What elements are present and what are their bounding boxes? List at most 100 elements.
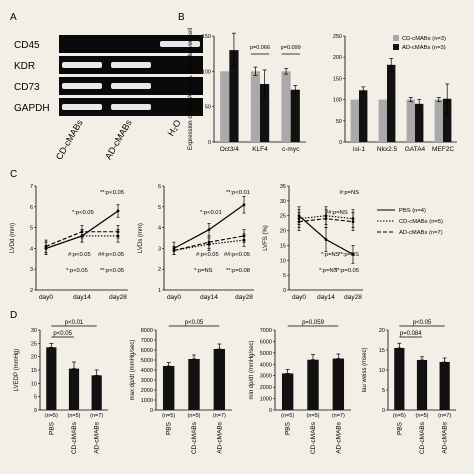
bar bbox=[188, 359, 200, 410]
count-label: (n=5) bbox=[68, 413, 81, 419]
panel-label-b: B bbox=[178, 12, 185, 23]
x-tick-label: CD-cMABs bbox=[191, 421, 198, 454]
chart-d4: 0 5 10 15 20 tau weiss (msec) (n=5) PBS (n=5) CD-… bbox=[362, 320, 456, 454]
gel-row-label: CD45 bbox=[14, 40, 40, 51]
y-tick-label: 8000 bbox=[141, 328, 153, 334]
bar bbox=[220, 71, 230, 142]
y-tick-label: 20 bbox=[379, 328, 385, 334]
bar bbox=[350, 99, 359, 142]
x-tick-label: day28 bbox=[344, 294, 362, 301]
y-tick-label: 5000 bbox=[260, 351, 272, 357]
y-tick-label: 2 bbox=[30, 288, 33, 294]
y-tick-label: 3000 bbox=[141, 378, 153, 384]
y-tick-label: 4000 bbox=[141, 368, 153, 374]
chart-b1: 0 50 100 150 Expression of mRNA (%) vs. chil… bbox=[188, 28, 306, 153]
x-tick-label: AD-cMABs bbox=[94, 421, 101, 454]
x-tick-label: AD-cMABs bbox=[216, 421, 223, 454]
y-tick-label: 100 bbox=[333, 98, 342, 104]
count-label: (n=7) bbox=[438, 413, 451, 419]
chart-d3: 0 1000 2000 3000 4000 5000 6000 7000 min dp/dt (… bbox=[249, 320, 351, 454]
count-label: (n=5) bbox=[188, 413, 201, 419]
bar bbox=[332, 358, 345, 410]
significance-label: #:p=NS bbox=[340, 190, 360, 196]
x-tick-label: AD-cMABs bbox=[335, 421, 342, 454]
y-tick-label: 100 bbox=[202, 69, 211, 75]
y-tick-label: 25 bbox=[31, 341, 37, 347]
legend-label: CD-cMABs (n=5) bbox=[399, 219, 443, 225]
x-tick-label: KLF4 bbox=[252, 146, 268, 153]
y-tick-label: 0 bbox=[150, 408, 153, 414]
chart-c3: 0 5 10 15 20 25 30 35 LVFS (%) day0 day14 day28 #:p=… bbox=[263, 184, 443, 301]
significance-label: *:p=NS bbox=[321, 252, 340, 258]
chart-c2: 1 2 3 4 5 6 LVDs (mm) day0 day14 day28 **:p<0.01 *:… bbox=[138, 184, 254, 301]
data-point bbox=[351, 252, 355, 256]
count-label: (n=7) bbox=[213, 413, 226, 419]
y-tick-label: 30 bbox=[31, 328, 37, 334]
bar bbox=[415, 103, 424, 142]
bar bbox=[434, 99, 443, 142]
y-tick-label: 7 bbox=[30, 184, 33, 190]
y-tick-label: 4 bbox=[158, 226, 161, 232]
significance-label: #:p<0.05 bbox=[196, 252, 219, 258]
significance-label: *:p=NS bbox=[319, 268, 338, 274]
count-label: (n=5) bbox=[281, 413, 294, 419]
bar bbox=[378, 99, 387, 142]
y-tick-label: 2 bbox=[158, 267, 161, 273]
y-axis-label: LVEDP (mmHg) bbox=[14, 349, 20, 391]
bar bbox=[443, 98, 452, 142]
bar bbox=[307, 359, 319, 410]
y-tick-label: 3 bbox=[30, 267, 33, 273]
count-label: (n=5) bbox=[45, 413, 58, 419]
x-tick-label: CD-cMABs bbox=[71, 421, 78, 454]
x-tick-label: CD-cMABs bbox=[419, 421, 426, 454]
panel-label-a: A bbox=[10, 12, 17, 23]
panel-label-d: D bbox=[10, 310, 17, 321]
y-tick-label: 20 bbox=[31, 355, 37, 361]
significance-label: ##:p<0.05 bbox=[224, 252, 250, 258]
y-tick-label: 7000 bbox=[260, 328, 272, 334]
y-tick-label: 5 bbox=[158, 205, 161, 211]
y-tick-label: 2000 bbox=[260, 385, 272, 391]
series-line bbox=[45, 235, 118, 249]
gel-panel: CD45 KDR CD73 GAPDH CD-cMABs AD-cMABs H₂O bbox=[14, 35, 203, 162]
significance-label: **:p=0.08 bbox=[226, 268, 250, 274]
y-tick-label: 3000 bbox=[260, 374, 272, 380]
significance-label: ##:p=NS bbox=[325, 210, 348, 216]
bar bbox=[394, 348, 405, 410]
data-point bbox=[324, 217, 328, 221]
count-label: (n=5) bbox=[162, 413, 175, 419]
y-tick-label: 150 bbox=[202, 34, 211, 40]
y-tick-label: 0 bbox=[269, 408, 272, 414]
y-tick-label: 35 bbox=[280, 184, 286, 190]
y-tick-label: 1 bbox=[158, 288, 161, 294]
y-tick-label: 1000 bbox=[260, 397, 272, 403]
gel-lane-label: CD-cMABs bbox=[54, 118, 85, 162]
x-tick-label: PBS bbox=[48, 421, 55, 435]
bar bbox=[213, 349, 226, 410]
count-label: (n=7) bbox=[332, 413, 345, 419]
gel-band bbox=[111, 104, 151, 110]
x-tick-label: Nkx2.5 bbox=[377, 146, 398, 153]
y-tick-label: 2000 bbox=[141, 388, 153, 394]
data-point bbox=[207, 240, 211, 244]
legend-label: PBS (n=4) bbox=[399, 208, 426, 214]
y-tick-label: 20 bbox=[280, 229, 286, 235]
y-tick-label: 150 bbox=[333, 76, 342, 82]
x-tick-label: day0 bbox=[39, 294, 53, 301]
bar bbox=[229, 50, 239, 143]
gel-lane-label: AD-cMABs bbox=[103, 118, 134, 162]
significance-label: **:p<0.01 bbox=[226, 190, 250, 196]
legend-label: AD-cMABs (n=3) bbox=[402, 45, 446, 51]
gel-row-background bbox=[59, 35, 203, 53]
significance-label: p=0.099 bbox=[281, 45, 301, 51]
y-tick-label: 15 bbox=[379, 348, 385, 354]
data-point bbox=[297, 220, 301, 224]
y-tick-label: 200 bbox=[333, 55, 342, 61]
significance-label: *:p<0.01 bbox=[200, 210, 222, 216]
panel-label-c: C bbox=[10, 169, 17, 180]
x-tick-label: day28 bbox=[235, 294, 253, 301]
x-tick-label: PBS bbox=[285, 421, 292, 435]
data-point bbox=[116, 209, 120, 213]
y-tick-label: 4000 bbox=[260, 362, 272, 368]
count-label: (n=7) bbox=[90, 413, 103, 419]
